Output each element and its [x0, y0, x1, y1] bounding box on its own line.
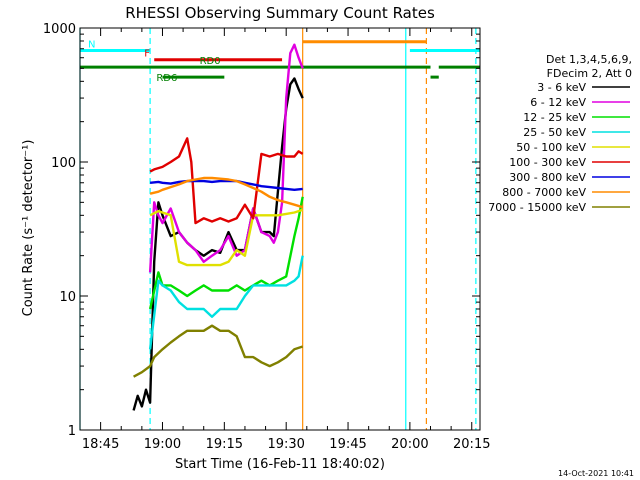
legend-entry-label-3: 25 - 50 keV: [523, 126, 586, 139]
legend-header-line-0: Det 1,3,4,5,6,9,: [546, 53, 632, 66]
legend: Det 1,3,4,5,6,9,FDecim 2, Att 03 - 6 keV…: [488, 53, 632, 214]
y-tick-label-3: 1000: [43, 22, 76, 37]
flag-bar-label-4: RD6: [156, 73, 177, 84]
x-axis-label: Start Time (16-Feb-11 18:40:02): [175, 457, 385, 472]
y-tick-label-0: 1: [68, 424, 76, 439]
legend-entry-label-6: 300 - 800 keV: [509, 171, 586, 184]
legend-entry-label-7: 800 - 7000 keV: [502, 186, 586, 199]
series-line-3: [148, 255, 304, 350]
series-line-6: [149, 179, 303, 192]
legend-header-line-1: FDecim 2, Att 0: [547, 67, 632, 80]
flag-bar-label-0: N: [88, 39, 95, 50]
flag-bar-label-3: RD0: [200, 56, 221, 67]
chart-title: RHESSI Observing Summary Count Rates: [125, 4, 435, 22]
y-tick-label-1: 10: [59, 290, 76, 305]
x-tick-label-6: 20:15: [453, 437, 490, 452]
flag-bar-label-2: F: [144, 49, 150, 60]
legend-entry-label-4: 50 - 100 keV: [516, 141, 586, 154]
x-tick-label-4: 19:45: [329, 437, 366, 452]
series-line-1: [148, 43, 304, 273]
x-tick-label-1: 19:00: [144, 437, 181, 452]
series-line-8: [133, 324, 304, 378]
legend-entry-label-2: 12 - 25 keV: [523, 111, 586, 124]
legend-entry-label-5: 100 - 300 keV: [509, 156, 586, 169]
y-tick-label-2: 100: [51, 156, 76, 171]
x-tick-label-0: 18:45: [82, 437, 119, 452]
plot-frame: [79, 27, 481, 431]
x-tick-label-3: 19:30: [267, 437, 304, 452]
plot-area: N F RD0 RD6 1 10 100 1000 18:45 19:00 19:15 19:30 19…: [43, 22, 491, 452]
series-line-4: [149, 208, 304, 267]
x-tick-label-2: 19:15: [206, 437, 243, 452]
series-line-0: [132, 77, 304, 411]
y-axis-label: Count Rate (s⁻¹ detector⁻¹): [21, 140, 36, 317]
footer-date: 14-Oct-2021 10:41: [558, 469, 634, 478]
series-line-5: [149, 137, 304, 225]
legend-entry-label-1: 6 - 12 keV: [530, 96, 586, 109]
legend-entry-label-8: 7000 - 15000 keV: [488, 201, 586, 214]
series-line-2: [148, 196, 304, 310]
legend-entry-label-0: 3 - 6 keV: [537, 81, 586, 94]
x-tick-label-5: 20:00: [391, 437, 428, 452]
series-line-7: [149, 176, 304, 209]
